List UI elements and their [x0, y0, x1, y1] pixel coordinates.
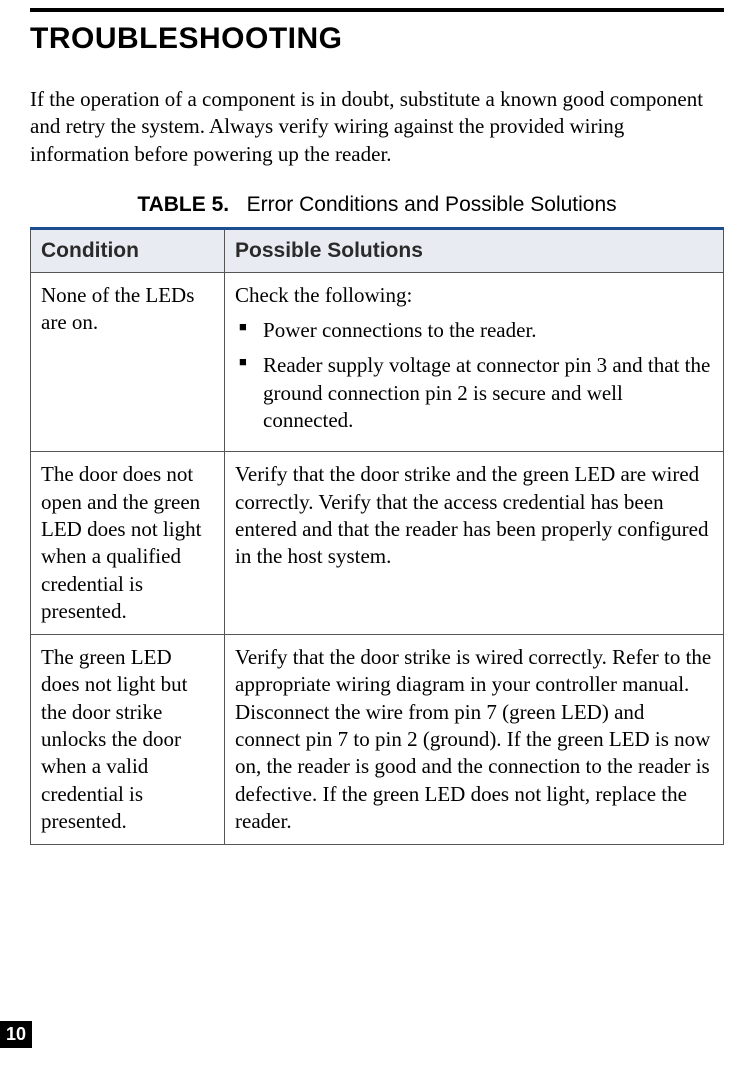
table-caption: TABLE 5. Error Conditions and Possible S… — [30, 193, 724, 217]
condition-cell: The door does not open and the green LED… — [31, 452, 225, 635]
bullet-item: Reader supply voltage at connector pin 3… — [263, 352, 713, 434]
condition-cell: The green LED does not light but the doo… — [31, 635, 225, 845]
col-header-condition: Condition — [31, 228, 225, 272]
table-header-row: Condition Possible Solutions — [31, 228, 724, 272]
table-row: None of the LEDs are on. Check the follo… — [31, 272, 724, 451]
condition-cell: None of the LEDs are on. — [31, 272, 225, 451]
solution-cell: Verify that the door strike and the gree… — [225, 452, 724, 635]
table-caption-title: Error Conditions and Possible Solutions — [247, 193, 617, 216]
col-header-solutions: Possible Solutions — [225, 228, 724, 272]
page-content: TROUBLESHOOTING If the operation of a co… — [0, 12, 754, 845]
intro-paragraph: If the operation of a component is in do… — [30, 86, 724, 168]
page-heading: TROUBLESHOOTING — [30, 22, 724, 56]
table-caption-label: TABLE 5. — [137, 193, 229, 216]
solution-lead: Check the following: — [235, 282, 713, 309]
solution-cell: Check the following: Power connections t… — [225, 272, 724, 451]
troubleshooting-table: Condition Possible Solutions None of the… — [30, 227, 724, 845]
page-footer: 10 — [0, 1021, 32, 1048]
bullet-item: Power connections to the reader. — [263, 317, 713, 344]
solution-cell: Verify that the door strike is wired cor… — [225, 635, 724, 845]
solution-bullets: Power connections to the reader. Reader … — [235, 317, 713, 434]
table-row: The green LED does not light but the doo… — [31, 635, 724, 845]
page-number: 10 — [0, 1021, 32, 1048]
table-row: The door does not open and the green LED… — [31, 452, 724, 635]
